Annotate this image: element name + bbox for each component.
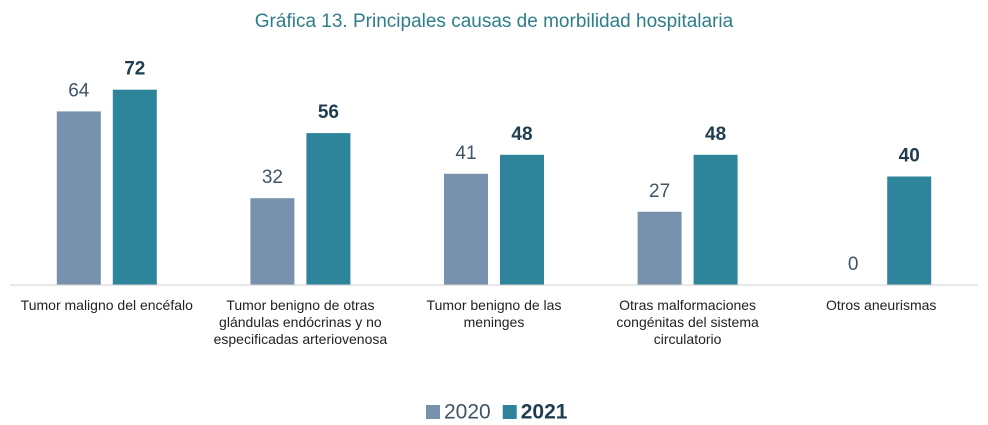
data-label: 56 xyxy=(318,102,339,123)
bar xyxy=(887,176,932,285)
bar xyxy=(637,211,682,285)
data-label: 48 xyxy=(705,124,726,145)
chart-title: Gráfica 13. Principales causas de morbil… xyxy=(255,11,734,32)
data-label: 27 xyxy=(649,181,670,202)
legend-swatch xyxy=(502,405,517,419)
legend-label: 2021 xyxy=(521,401,568,424)
data-label: 72 xyxy=(124,59,145,80)
x-tick-label: Tumor maligno del encéfalo xyxy=(20,297,193,313)
bar xyxy=(500,154,544,285)
legend-swatch xyxy=(426,405,440,419)
bar xyxy=(693,154,738,285)
data-label: 40 xyxy=(899,146,920,167)
data-label: 41 xyxy=(455,143,476,164)
bar xyxy=(306,133,351,285)
x-tick-label: Tumor benigno de otras glándulas endócri… xyxy=(213,297,388,347)
legend-label: 2020 xyxy=(444,401,491,424)
bar xyxy=(250,198,295,285)
data-label: 32 xyxy=(262,167,283,188)
x-tick-label: Otras malformaciones congénitas del sist… xyxy=(616,297,759,347)
x-tick-label: Tumor benigno de las meninges xyxy=(426,297,562,330)
bar xyxy=(112,89,157,285)
x-tick-label: Otros aneurismas xyxy=(825,297,937,313)
bar xyxy=(56,111,101,286)
data-label: 0 xyxy=(848,254,859,275)
data-label: 64 xyxy=(68,80,90,101)
bar xyxy=(444,173,488,285)
data-label: 48 xyxy=(511,124,532,145)
